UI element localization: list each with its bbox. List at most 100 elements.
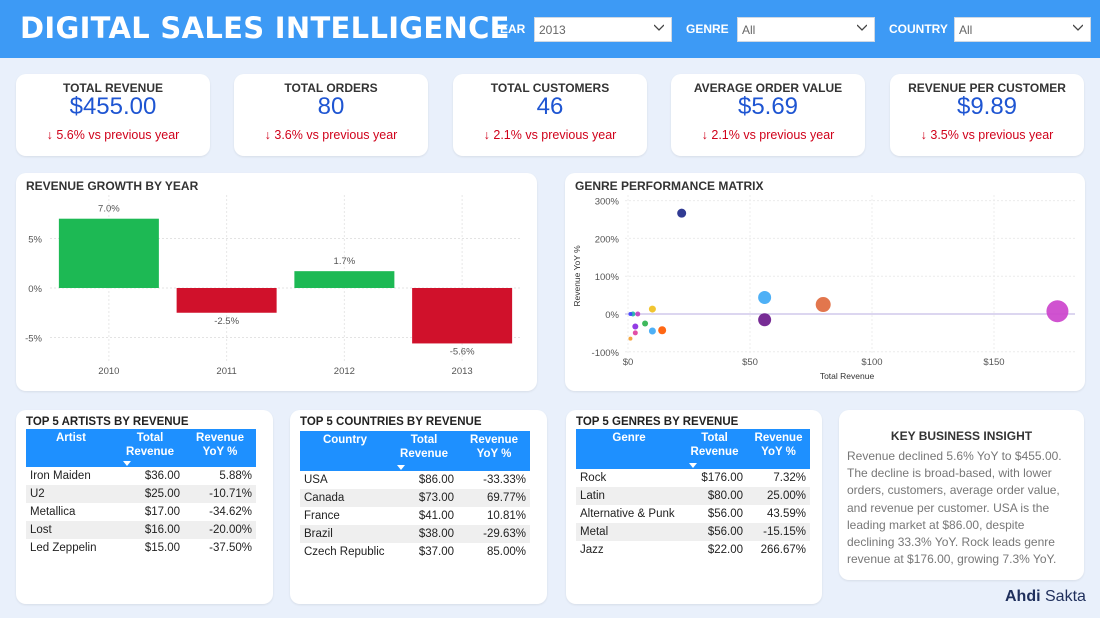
table-row[interactable]: U2 $25.00 -10.71%: [26, 485, 256, 503]
kpi-value: $9.89: [956, 93, 1018, 120]
x-tick-label: $0: [623, 357, 634, 368]
table-row[interactable]: Metallica $17.00 -34.62%: [26, 503, 256, 521]
y-tick-label: 0%: [28, 284, 42, 295]
column-header-revenue-yoy[interactable]: Revenue YoY %: [458, 431, 530, 471]
cell-name: Metal: [576, 523, 682, 541]
table-row[interactable]: Jazz $22.00 266.67%: [576, 541, 810, 559]
scatter-point: [648, 327, 656, 335]
table-body: Rock $176.00 7.32% Latin $80.00 25.00% Alterna…: [576, 469, 810, 559]
kpi-delta: ↓ 2.1% vs previous year: [483, 128, 617, 142]
cell-revenue-yoy: -33.33%: [483, 474, 526, 486]
kpi-delta: ↓ 2.1% vs previous year: [701, 128, 835, 142]
y-tick-label: 100%: [595, 272, 620, 283]
cell-name: Czech Republic: [304, 546, 385, 558]
y-tick-label: 200%: [595, 234, 620, 245]
data-label: -5.6%: [450, 346, 475, 357]
scatter-point: [628, 312, 633, 316]
cell-revenue-yoy: -29.63%: [458, 525, 530, 543]
chevron-down-icon: [1073, 24, 1083, 31]
genre-filter-select[interactable]: All: [737, 17, 875, 42]
table-row[interactable]: Metal $56.00 -15.15%: [576, 523, 810, 541]
column-header-total-revenue[interactable]: Total Revenue: [682, 429, 747, 469]
year-filter-select[interactable]: 2013: [534, 17, 672, 42]
scatter-point: [635, 311, 641, 317]
cell-name: Alternative & Punk: [580, 508, 675, 520]
cell-name: Iron Maiden: [30, 470, 91, 482]
column-header-artist[interactable]: Artist: [26, 429, 116, 467]
key-insight-card: KEY BUSINESS INSIGHT Revenue declined 5.…: [839, 410, 1084, 580]
table-row[interactable]: Czech Republic $37.00 85.00%: [300, 543, 530, 561]
chevron-down-icon: [654, 24, 664, 31]
y-tick-label: 5%: [28, 235, 42, 246]
column-header-genre[interactable]: Genre: [576, 429, 682, 469]
scatter-point: [1046, 300, 1069, 323]
kpi-card-total-revenue: TOTAL REVENUE $455.00 ↓ 5.6% vs previous…: [16, 74, 210, 156]
y-tick-label: -100%: [592, 348, 620, 359]
table-row[interactable]: Latin $80.00 25.00%: [576, 487, 810, 505]
table-row[interactable]: Iron Maiden $36.00 5.88%: [26, 467, 256, 485]
table-row[interactable]: Brazil $38.00 -29.63%: [300, 525, 530, 543]
country-filter-select[interactable]: All: [954, 17, 1091, 42]
bar-2010: [58, 218, 159, 288]
table-row[interactable]: Alternative & Punk $56.00 43.59%: [576, 505, 810, 523]
table-row[interactable]: France $41.00 10.81%: [300, 507, 530, 525]
table-row[interactable]: USA $86.00 -33.33%: [300, 471, 530, 489]
cell-name: Canada: [300, 489, 390, 507]
table-row[interactable]: Led Zeppelin $15.00 -37.50%: [26, 539, 256, 557]
bar-2011: [176, 288, 277, 313]
insight-title: KEY BUSINESS INSIGHT: [890, 429, 1033, 443]
year-filter-value: 2013: [539, 23, 566, 37]
insight-body: Revenue declined 5.6% YoY to $455.00. Th…: [847, 449, 1062, 567]
cell-name: Lost: [26, 521, 116, 539]
cell-revenue-yoy: 5.88%: [219, 470, 252, 482]
year-filter-label: YEAR: [492, 22, 526, 36]
kpi-label: TOTAL ORDERS: [284, 81, 378, 95]
cell-total-revenue: $38.00: [390, 525, 458, 543]
cell-revenue-yoy: 85.00%: [486, 546, 526, 558]
table-row[interactable]: Rock $176.00 7.32%: [576, 469, 810, 487]
column-header-total-revenue[interactable]: Total Revenue: [390, 431, 458, 471]
sort-descending-icon: [397, 465, 405, 470]
country-filter-value: All: [959, 23, 973, 37]
kpi-value: $455.00: [69, 93, 157, 120]
cell-revenue-yoy: 10.81%: [486, 510, 526, 522]
cell-total-revenue: $176.00: [701, 472, 743, 484]
cell-name: USA: [304, 474, 328, 486]
sort-descending-icon: [123, 461, 131, 466]
table-row[interactable]: Canada $73.00 69.77%: [300, 489, 530, 507]
cell-name: Rock: [580, 472, 607, 484]
cell-total-revenue: $17.00: [144, 506, 180, 518]
table-title: TOP 5 ARTISTS BY REVENUE: [26, 416, 189, 428]
cell-revenue-yoy: 266.67%: [760, 544, 806, 556]
genre-filter-label: GENRE: [686, 22, 729, 36]
scatter-point: [648, 305, 656, 313]
scatter-point: [632, 330, 638, 336]
table-body: Iron Maiden $36.00 5.88% U2 $25.00 -10.71% Met…: [26, 467, 256, 557]
scatter-point: [815, 297, 831, 313]
y-axis-title: Revenue YoY %: [572, 245, 582, 307]
column-header-country[interactable]: Country: [300, 431, 390, 471]
cell-name: Brazil: [300, 525, 390, 543]
cell-revenue-yoy: 25.00%: [747, 487, 810, 505]
scatter-point: [758, 313, 772, 327]
cell-total-revenue: $56.00: [707, 508, 743, 520]
column-header-revenue-yoy[interactable]: Revenue YoY %: [747, 429, 810, 469]
column-header-revenue-yoy[interactable]: Revenue YoY %: [184, 429, 256, 467]
kpi-card-average-order-value: AVERAGE ORDER VALUE $5.69 ↓ 2.1% vs prev…: [671, 74, 865, 156]
scatter-point: [758, 291, 772, 305]
y-tick-label: 300%: [595, 197, 620, 208]
table-title: TOP 5 GENRES BY REVENUE: [576, 416, 739, 428]
column-header-total-revenue[interactable]: Total Revenue: [116, 429, 184, 467]
cell-revenue-yoy: 43.59%: [766, 508, 806, 520]
page-title: DIGITAL SALES INTELLIGENCE: [20, 11, 510, 45]
x-tick-label: $50: [742, 357, 758, 368]
y-tick-label: -5%: [25, 334, 42, 345]
cell-revenue-yoy: 69.77%: [458, 489, 530, 507]
table-row[interactable]: Lost $16.00 -20.00%: [26, 521, 256, 539]
cell-total-revenue: $73.00: [390, 489, 458, 507]
country-filter-label: COUNTRY: [889, 22, 948, 36]
kpi-card-total-customers: TOTAL CUSTOMERS 46 ↓ 2.1% vs previous ye…: [453, 74, 647, 156]
x-tick-label: $150: [983, 357, 1004, 368]
genre-matrix-chart: 300% 200% 100% 0% -100%$0 $50 $100 $150 Total Re…: [572, 195, 1075, 381]
top-countries-table: Country Total Revenue Revenue YoY % USA $…: [300, 431, 530, 561]
